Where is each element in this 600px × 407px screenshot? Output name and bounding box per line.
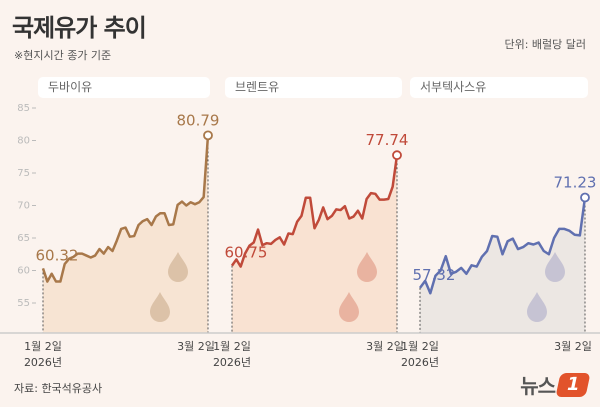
start-value-label: 60.32	[36, 246, 79, 264]
end-value-label: 71.23	[554, 174, 597, 192]
x-tick-label: 1월 2일	[213, 339, 251, 353]
y-tick-label: 80	[17, 136, 30, 147]
oil-drop-icon	[357, 252, 377, 282]
area-fill	[420, 197, 585, 333]
area-fill	[43, 135, 208, 333]
x-tick-label: 3월 2일	[177, 339, 215, 353]
y-tick-label: 85	[17, 103, 30, 114]
end-value-label: 77.74	[366, 131, 409, 149]
oil-drop-icon	[150, 292, 170, 322]
x-tick-label: 3월 2일	[366, 339, 404, 353]
x-tick-label: 2026년	[401, 356, 439, 369]
x-tick-label: 1월 2일	[401, 339, 439, 353]
panel-title-dubai: 두바이유	[38, 77, 210, 98]
price-line	[418, 197, 587, 295]
y-tick-label: 60	[17, 266, 30, 277]
price-line	[41, 135, 210, 283]
start-value-label: 60.75	[225, 244, 268, 262]
end-point	[203, 130, 213, 141]
oil-drop-icon	[168, 252, 188, 282]
y-tick-label: 65	[17, 233, 30, 244]
price-line	[230, 155, 399, 268]
oil-drop-icon	[339, 292, 359, 322]
end-value-label: 80.79	[177, 111, 220, 129]
x-tick-label: 3월 2일	[554, 339, 592, 353]
x-tick-label: 1월 2일	[24, 339, 62, 353]
panel-title-wti: 서부텍사스유	[410, 77, 588, 98]
x-tick-label: 2026년	[24, 356, 62, 369]
source: 자료: 한국석유공사	[14, 382, 103, 395]
area-fill	[232, 155, 397, 333]
y-tick-label: 55	[17, 298, 30, 309]
subtitle: ※현지시간 종가 기준	[14, 49, 112, 62]
panel-title-brent: 브렌트유	[225, 77, 402, 98]
unit-label: 단위: 배럴당 달러	[504, 38, 586, 51]
x-tick-label: 2026년	[213, 356, 251, 369]
y-tick-label: 70	[17, 201, 30, 212]
page-title: 국제유가 추이	[12, 14, 147, 42]
oil-drop-icon	[527, 292, 547, 322]
end-point	[580, 192, 590, 203]
oil-drop-icon	[545, 252, 565, 282]
news1-logo: 뉴스 1	[520, 370, 591, 399]
start-value-label: 57.32	[413, 266, 456, 284]
y-tick-label: 75	[17, 168, 30, 179]
end-point	[392, 150, 402, 161]
